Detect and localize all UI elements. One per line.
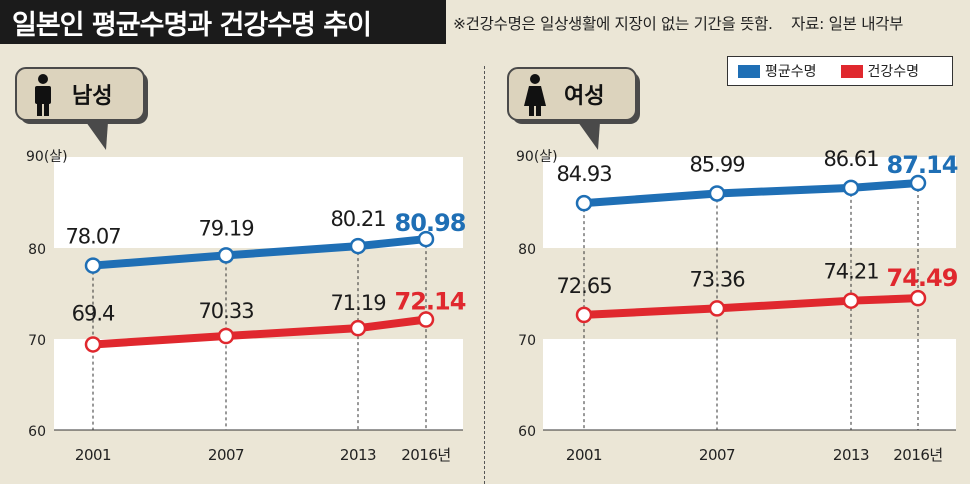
x-tick-label: 2007 (208, 446, 244, 464)
legend-swatch-life (738, 64, 760, 78)
data-label: 87.14 (887, 151, 958, 179)
panel-divider (484, 66, 485, 484)
data-label: 80.98 (395, 209, 466, 237)
x-tick-label: 2001 (566, 446, 602, 464)
legend-item-life: 평균수명 (738, 61, 817, 81)
data-label: 73.36 (689, 267, 745, 291)
x-tick-label: 2013 (340, 446, 376, 464)
page-title: 일본인 평균수명과 건강수명 추이 (0, 0, 446, 44)
data-point (842, 292, 860, 309)
data-label: 70.33 (198, 299, 253, 323)
male-icon (35, 74, 51, 116)
data-point (84, 336, 102, 353)
legend: 평균수명 건강수명 (727, 56, 953, 86)
y-tick-label: 80 (518, 242, 536, 258)
data-point (575, 306, 593, 324)
source-text: 자료: 일본 내각부 (791, 15, 904, 33)
y-tick-label: 70 (518, 333, 536, 349)
data-point (842, 179, 860, 197)
y-tick-label: 80 (28, 242, 46, 258)
series-line-health (580, 294, 922, 319)
y-tick-label: 90(살) (26, 149, 68, 165)
female-chart: 60 70 80 90(살) 2001 2007 2013 2016년 84.93 85.99 86… (516, 147, 959, 464)
data-point (708, 300, 726, 317)
data-point (708, 185, 726, 202)
female-bubble: 여성 (507, 67, 640, 150)
legend-item-health: 건강수명 (840, 61, 920, 81)
data-point (349, 319, 367, 337)
legend-label-health: 건강수명 (867, 64, 920, 80)
female-icon (524, 74, 546, 116)
data-label: 72.14 (395, 288, 466, 316)
data-label: 86.61 (823, 147, 878, 171)
data-label: 69.4 (72, 301, 115, 325)
series-line-life (580, 179, 922, 208)
legend-swatch-health (840, 64, 863, 78)
data-label: 74.49 (887, 264, 958, 292)
data-label: 84.93 (556, 162, 611, 186)
data-point (909, 174, 927, 192)
x-tick-label: 2007 (699, 446, 735, 464)
y-tick-label: 90(살) (516, 149, 558, 165)
legend-label-life: 평균수명 (765, 64, 817, 80)
data-label: 72.65 (556, 274, 611, 298)
panel-label-female: 여성 (564, 84, 604, 109)
band-60-70 (543, 339, 956, 430)
data-label: 71.19 (330, 291, 385, 315)
male-chart: 60 70 80 90(살) 2001 2007 2013 2016년 78.07 79.19 80… (26, 149, 467, 464)
y-tick-label: 70 (28, 333, 46, 349)
data-point (84, 257, 102, 274)
data-point (417, 311, 435, 328)
series-line-life (89, 235, 430, 270)
data-point (349, 237, 367, 255)
data-point (217, 247, 235, 264)
data-point (417, 230, 435, 248)
y-tick-label: 60 (28, 424, 46, 440)
x-tick-label: 2016년 (401, 446, 450, 464)
note-text: ※건강수명은 일상생활에 지장이 없는 기간을 뜻함. (453, 15, 773, 33)
x-tick-label: 2016년 (893, 446, 942, 464)
data-label: 78.07 (65, 225, 120, 249)
data-label: 79.19 (198, 216, 253, 240)
band-60-70 (54, 339, 463, 430)
series-line-health (89, 315, 430, 349)
x-tick-label: 2013 (833, 446, 869, 464)
x-tick-label: 2001 (75, 446, 111, 464)
y-tick-label: 60 (518, 424, 536, 440)
data-label: 85.99 (689, 152, 744, 176)
data-label: 74.21 (823, 260, 878, 284)
panel-label-male: 남성 (72, 84, 112, 109)
data-label: 80.21 (330, 207, 385, 231)
footnote: ※건강수명은 일상생활에 지장이 없는 기간을 뜻함. 자료: 일본 내각부 (453, 12, 903, 34)
data-point (909, 289, 927, 307)
band-80-90 (54, 157, 463, 248)
data-point (575, 194, 593, 212)
male-bubble: 남성 (15, 67, 148, 150)
data-point (217, 327, 235, 345)
